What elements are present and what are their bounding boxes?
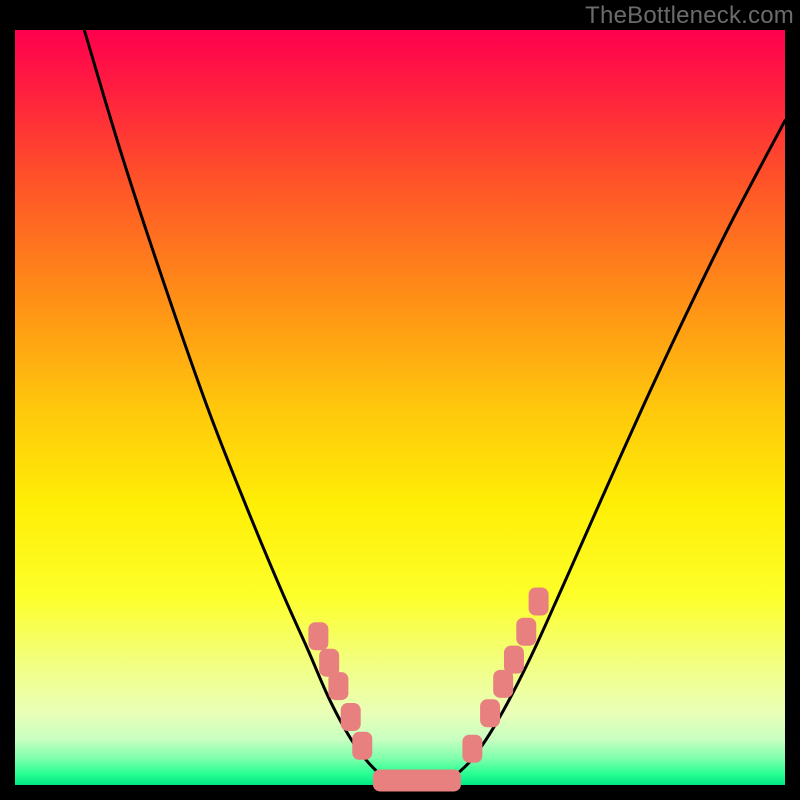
curve-marker	[462, 735, 482, 763]
curve-marker	[480, 699, 500, 727]
curve-marker	[493, 670, 513, 698]
curve-marker	[516, 618, 536, 646]
plot-background	[15, 30, 785, 785]
chart-root: TheBottleneck.com	[0, 0, 800, 800]
curve-marker	[504, 646, 524, 674]
watermark-text: TheBottleneck.com	[585, 2, 794, 30]
bottleneck-chart	[0, 0, 800, 800]
curve-marker	[341, 703, 361, 731]
curve-marker	[529, 588, 549, 616]
curve-marker	[373, 769, 461, 791]
curve-marker	[308, 622, 328, 650]
curve-marker	[328, 672, 348, 700]
curve-marker	[352, 732, 372, 760]
